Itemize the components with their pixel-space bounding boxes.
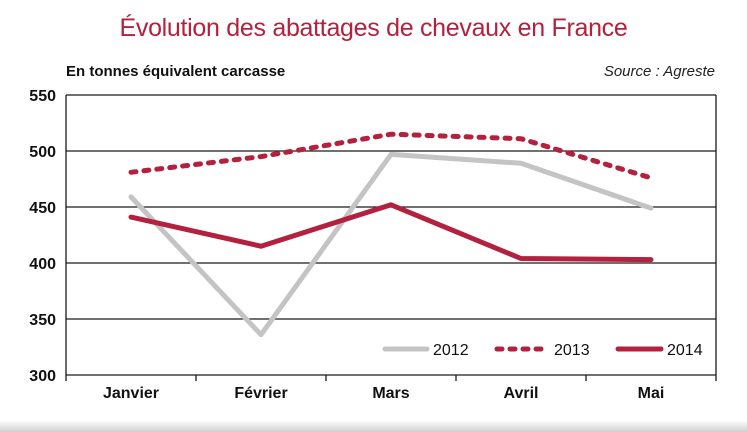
legend-label-2014: 2014	[667, 342, 703, 359]
legend-label-2012: 2012	[433, 342, 469, 359]
x-tick-label: Mai	[638, 385, 665, 402]
x-tick-label: Mars	[372, 385, 409, 402]
y-tick-label: 500	[29, 144, 56, 161]
y-tick-label: 300	[29, 368, 56, 385]
series-line-2012	[128, 151, 654, 338]
x-tick-label: Avril	[504, 385, 539, 402]
series-line-2014	[128, 202, 654, 263]
y-tick-label: 350	[29, 312, 56, 329]
source-label: Source : Agreste	[603, 63, 715, 80]
grid-layer	[65, 94, 717, 381]
units-label: En tonnes équivalent carcasse	[66, 63, 286, 80]
axis-layer: 300 350 400 450 500 550 Janvier Février Mars Avri…	[29, 88, 664, 402]
x-tick-label: Février	[234, 385, 287, 402]
y-tick-label: 400	[29, 256, 56, 273]
chart-title: Évolution des abattages de chevaux en Fr…	[119, 14, 628, 42]
series-line-2013	[128, 131, 654, 181]
y-tick-label: 450	[29, 200, 56, 217]
x-tick-label: Janvier	[103, 385, 159, 402]
page-bottom-shadow	[0, 420, 747, 432]
legend: 2012 2013 2014	[382, 342, 703, 359]
legend-label-2013: 2013	[554, 342, 590, 359]
y-tick-label: 550	[29, 88, 56, 105]
series-layer	[128, 131, 654, 338]
